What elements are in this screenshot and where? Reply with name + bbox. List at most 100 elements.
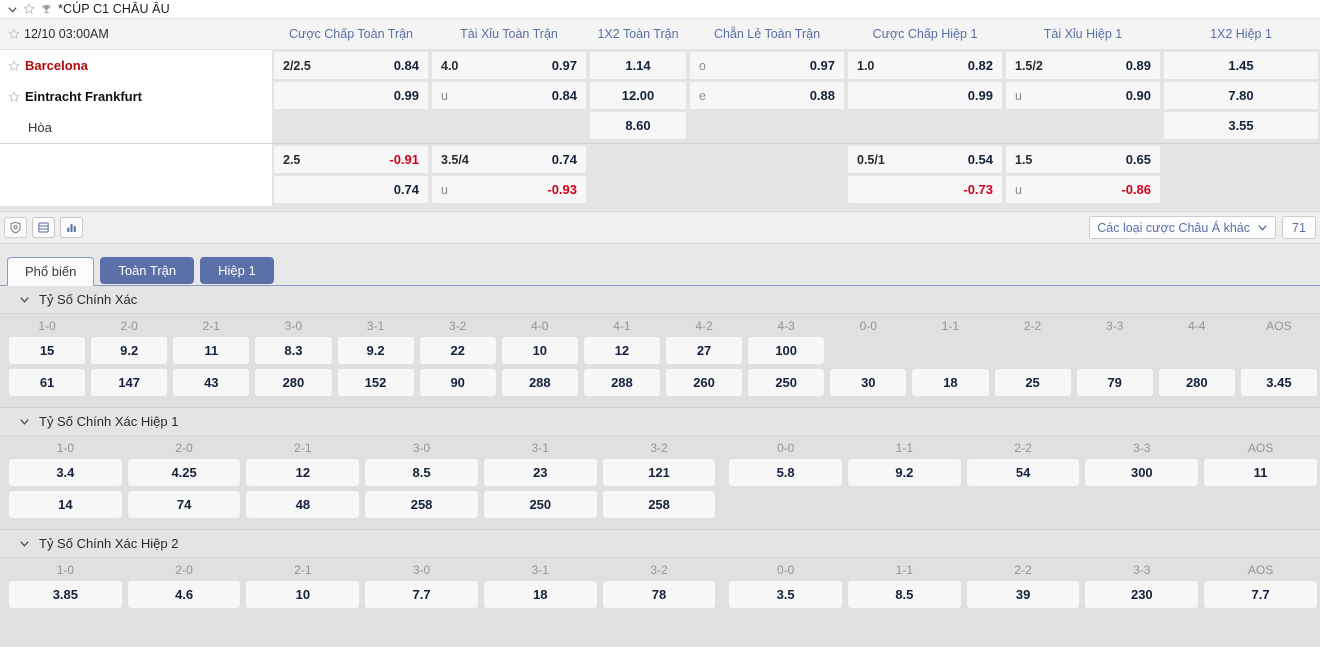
score-odd[interactable]: 280	[255, 369, 332, 396]
score-cell[interactable]	[909, 337, 991, 369]
score-cell[interactable]: 74	[125, 491, 244, 523]
score-cell[interactable]: 18	[481, 581, 600, 613]
tab-1[interactable]: Toàn Trận	[100, 257, 195, 284]
odds-cell[interactable]: 4.0 0.97	[432, 52, 586, 79]
score-odd[interactable]: 288	[583, 369, 660, 396]
score-cell[interactable]: 8.3	[252, 337, 334, 369]
score-odd[interactable]: 10	[501, 337, 578, 364]
score-cell[interactable]: 147	[88, 369, 170, 401]
score-odd[interactable]: 4.6	[127, 581, 241, 608]
score-odd[interactable]: 260	[666, 369, 743, 396]
odds-cell[interactable]: -0.73	[848, 176, 1002, 203]
score-cell[interactable]	[1238, 337, 1320, 369]
star-icon[interactable]	[20, 1, 37, 18]
chevron-down-icon[interactable]	[16, 292, 32, 308]
score-cell[interactable]: 10	[243, 581, 362, 613]
score-odd[interactable]: 79	[1076, 369, 1153, 396]
score-odd[interactable]: 10	[246, 581, 360, 608]
score-odd[interactable]: 258	[602, 491, 716, 518]
bar-chart-icon[interactable]	[60, 217, 83, 238]
score-odd[interactable]: 3.4	[9, 459, 122, 486]
score-odd[interactable]: 5.8	[729, 459, 842, 486]
score-odd[interactable]: 152	[337, 369, 414, 396]
score-cell[interactable]: 250	[481, 491, 600, 523]
score-cell[interactable]	[992, 337, 1074, 369]
score-cell[interactable]: 4.25	[125, 459, 244, 491]
score-cell[interactable]: 14	[6, 491, 125, 523]
chevron-down-icon[interactable]	[16, 414, 32, 430]
score-odd[interactable]: 11	[173, 337, 250, 364]
odds-cell[interactable]: 1.45	[1164, 52, 1318, 79]
score-cell[interactable]: 100	[745, 337, 827, 369]
score-cell[interactable]: 4.6	[125, 581, 244, 613]
odds-cell[interactable]: 1.5/2 0.89	[1006, 52, 1160, 79]
league-header[interactable]: *CÚP C1 CHÂU ÂU	[0, 0, 1320, 19]
score-cell[interactable]: 11	[1201, 459, 1320, 491]
score-odd[interactable]: 8.3	[255, 337, 332, 364]
score-cell[interactable]: 54	[964, 459, 1083, 491]
score-odd[interactable]: 230	[1085, 581, 1199, 608]
score-odd[interactable]: 3.85	[9, 581, 122, 608]
score-odd[interactable]: 258	[365, 491, 478, 518]
market-header-4[interactable]: Cược Chấp Hiệp 1	[872, 27, 978, 41]
score-odd[interactable]: 22	[419, 337, 496, 364]
odds-cell[interactable]: 2/2.5 0.84	[274, 52, 428, 79]
score-cell[interactable]	[1082, 613, 1201, 645]
market-count-badge[interactable]: 71	[1282, 216, 1316, 239]
odds-cell[interactable]: 0.99	[848, 82, 1002, 109]
score-cell[interactable]: 78	[600, 581, 719, 613]
score-odd[interactable]: 288	[501, 369, 578, 396]
score-cell[interactable]: 288	[499, 369, 581, 401]
score-cell[interactable]	[125, 613, 244, 645]
score-odd[interactable]: 9.2	[91, 337, 168, 364]
score-cell[interactable]: 288	[581, 369, 663, 401]
section-header-2[interactable]: Tỷ Số Chính Xác Hiệp 2	[0, 530, 1320, 558]
score-cell[interactable]	[726, 491, 845, 523]
score-odd[interactable]: 39	[966, 581, 1080, 608]
score-cell[interactable]: 61	[6, 369, 88, 401]
chevron-down-icon[interactable]	[16, 536, 32, 552]
asian-market-select[interactable]: Các loại cược Châu Á khác	[1089, 216, 1276, 239]
odds-cell[interactable]: 0.99	[274, 82, 428, 109]
score-odd[interactable]: 100	[748, 337, 825, 364]
score-odd[interactable]: 8.5	[847, 581, 961, 608]
market-header-5[interactable]: Tài Xỉu Hiệp 1	[1043, 27, 1123, 41]
market-header-2[interactable]: 1X2 Toàn Trận	[597, 27, 679, 41]
score-odd[interactable]: 12	[583, 337, 660, 364]
score-cell[interactable]: 258	[600, 491, 719, 523]
score-cell[interactable]: 27	[663, 337, 745, 369]
odds-cell[interactable]: 3.55	[1164, 112, 1318, 139]
score-odd[interactable]: 43	[173, 369, 250, 396]
score-cell[interactable]: 3.45	[1238, 369, 1320, 401]
score-cell[interactable]	[6, 613, 125, 645]
score-cell[interactable]: 48	[243, 491, 362, 523]
score-odd[interactable]: 14	[9, 491, 122, 518]
score-cell[interactable]: 23	[481, 459, 600, 491]
score-odd[interactable]: 147	[91, 369, 168, 396]
score-cell[interactable]	[964, 613, 1083, 645]
score-cell[interactable]	[1074, 337, 1156, 369]
market-header-6[interactable]: 1X2 Hiệp 1	[1210, 27, 1272, 41]
score-odd[interactable]: 15	[9, 337, 86, 364]
score-cell[interactable]: 8.5	[845, 581, 964, 613]
score-cell[interactable]: 121	[600, 459, 719, 491]
score-odd[interactable]: 18	[912, 369, 989, 396]
score-cell[interactable]: 280	[252, 369, 334, 401]
odds-cell[interactable]: 1.14	[590, 52, 686, 79]
section-header-1[interactable]: Tỷ Số Chính Xác Hiệp 1	[0, 408, 1320, 436]
score-cell[interactable]: 3.5	[726, 581, 845, 613]
score-odd[interactable]: 280	[1158, 369, 1235, 396]
odds-cell[interactable]: o 0.97	[690, 52, 844, 79]
market-header-3[interactable]: Chẵn Lẻ Toàn Trận	[713, 27, 821, 41]
score-odd[interactable]: 27	[666, 337, 743, 364]
score-cell[interactable]: 258	[362, 491, 481, 523]
odds-cell[interactable]: u 0.90	[1006, 82, 1160, 109]
odds-cell[interactable]: 0.5/1 0.54	[848, 146, 1002, 173]
score-cell[interactable]: 79	[1074, 369, 1156, 401]
score-cell[interactable]: 90	[417, 369, 499, 401]
score-cell[interactable]: 5.8	[726, 459, 845, 491]
score-cell[interactable]	[1156, 337, 1238, 369]
score-odd[interactable]: 121	[602, 459, 716, 486]
score-odd[interactable]: 7.7	[365, 581, 478, 608]
score-cell[interactable]: 12	[243, 459, 362, 491]
